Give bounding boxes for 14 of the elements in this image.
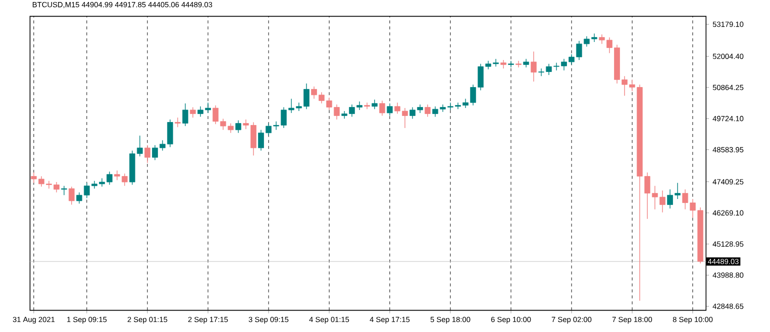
candlestick [508,60,514,68]
candlestick [530,51,537,82]
candlestick [379,100,386,116]
candlestick [372,99,378,110]
candlestick [364,102,370,110]
candlestick [144,144,150,164]
candlestick [386,102,393,116]
candlestick [174,117,181,128]
candlestick [182,102,188,126]
candlestick [235,120,242,134]
candlestick [516,60,522,68]
candlestick [424,104,431,117]
candlestick [68,186,75,205]
candlestick [190,106,196,118]
